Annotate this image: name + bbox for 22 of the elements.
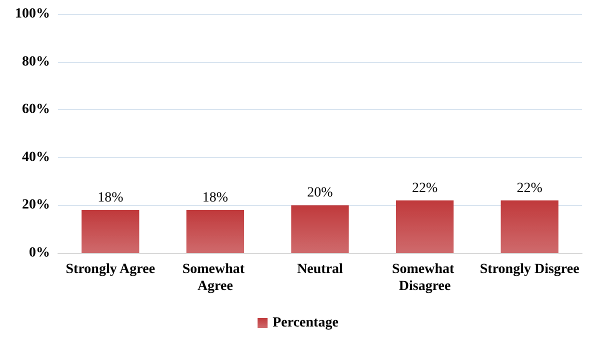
bar (500, 200, 558, 253)
bar (82, 210, 140, 253)
y-tick-label: 80% (22, 54, 50, 70)
bar (186, 210, 244, 253)
x-tick-label: Strongly Disgree (480, 262, 580, 277)
data-label: 22% (516, 180, 543, 196)
legend-label: Percentage (272, 316, 338, 330)
data-label: 18% (202, 190, 228, 206)
data-label: 22% (412, 180, 438, 196)
x-tick-label: Somewhat Agree (182, 262, 248, 294)
bar (291, 205, 349, 253)
y-tick-label: 20% (22, 198, 50, 213)
y-tick-label: 40% (22, 150, 50, 165)
x-tick-label: Somewhat Disagree (392, 262, 458, 294)
x-tick-label: Strongly Agree (66, 262, 156, 277)
y-tick-label: 100% (15, 6, 50, 22)
x-tick-label: Neutral (297, 262, 344, 277)
bar (396, 200, 454, 253)
data-label: 20% (307, 186, 334, 201)
y-tick-label: 0% (29, 246, 50, 260)
data-label: 18% (98, 190, 124, 206)
y-tick-label: 60% (22, 102, 50, 118)
